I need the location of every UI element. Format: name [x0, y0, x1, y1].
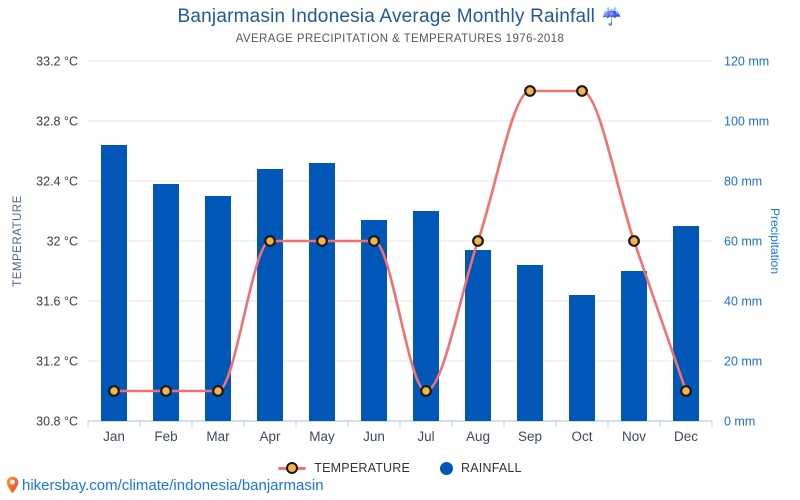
x-axis-label-Dec: Dec — [674, 429, 698, 444]
x-axis-label-Jul: Jul — [417, 429, 434, 444]
chart-legend: TEMPERATURE RAINFALL — [0, 457, 800, 479]
x-axis-label-Mar: Mar — [206, 429, 230, 444]
temperature-point-Oct[interactable] — [576, 85, 588, 97]
x-axis-label-Feb: Feb — [154, 429, 177, 444]
location-pin-icon — [6, 476, 19, 494]
temperature-point-Feb[interactable] — [160, 385, 172, 397]
temperature-point-Jun[interactable] — [368, 235, 380, 247]
left-axis-tick-label: 30.8 °C — [36, 415, 78, 429]
page-title: Banjarmasin Indonesia Average Monthly Ra… — [0, 6, 800, 28]
temperature-point-May[interactable] — [316, 235, 328, 247]
chart-title-text: Banjarmasin Indonesia Average Monthly Ra… — [177, 6, 596, 27]
x-axis-label-Aug: Aug — [466, 429, 490, 444]
rainfall-bar-May[interactable] — [309, 163, 335, 421]
temperature-legend-marker-icon — [278, 461, 307, 475]
right-axis-tick-label: 100 mm — [724, 115, 769, 129]
left-axis-tick-label: 32.8 °C — [36, 115, 78, 129]
x-axis-label-Nov: Nov — [622, 429, 646, 444]
combo-chart: 33.2 °C 32.8 °C 32.4 °C 32 °C 31.6 °C 31.2 °C… — [12, 55, 782, 445]
x-axis-label-Jun: Jun — [363, 429, 385, 444]
rainfall-bar-Sep[interactable] — [517, 265, 543, 421]
left-axis-tick-label: 31.6 °C — [36, 295, 78, 309]
x-axis-label-Apr: Apr — [259, 429, 281, 444]
rainfall-bar-Nov[interactable] — [621, 271, 647, 421]
temperature-point-Jul[interactable] — [420, 385, 432, 397]
temperature-point-Sep[interactable] — [524, 85, 536, 97]
right-axis-tick-label: 40 mm — [724, 295, 762, 309]
rainfall-bar-Apr[interactable] — [257, 169, 283, 421]
temperature-point-Aug[interactable] — [472, 235, 484, 247]
temperature-point-Mar[interactable] — [212, 385, 224, 397]
temperature-point-Nov[interactable] — [628, 235, 640, 247]
rainfall-legend-marker-icon — [440, 461, 454, 475]
legend-temperature-label: TEMPERATURE — [314, 461, 411, 475]
chart-canvas: 33.2 °C 32.8 °C 32.4 °C 32 °C 31.6 °C 31.2 °C… — [12, 55, 782, 445]
x-axis-label-May: May — [309, 429, 335, 444]
right-axis-tick-label: 120 mm — [724, 55, 769, 69]
source-link[interactable]: hikersbay.com/climate/indonesia/banjarma… — [22, 476, 324, 494]
rainfall-bar-Oct[interactable] — [569, 295, 595, 421]
chart-subtitle: AVERAGE PRECIPITATION & TEMPERATURES 197… — [235, 33, 565, 45]
source-link-row: hikersbay.com/climate/indonesia/banjarma… — [6, 476, 324, 494]
left-axis-tick-label: 32.4 °C — [36, 175, 78, 189]
umbrella-rain-icon: ☔ — [601, 7, 623, 26]
left-axis-tick-label: 32 °C — [47, 235, 78, 249]
left-axis-title: TEMPERATURE — [12, 195, 24, 287]
rainfall-bar-Jan[interactable] — [101, 145, 127, 421]
rainfall-bar-Mar[interactable] — [205, 196, 231, 421]
legend-rainfall-label: RAINFALL — [461, 461, 522, 475]
left-axis-tick-label: 33.2 °C — [36, 55, 78, 69]
right-axis-title: Precipitation — [768, 208, 782, 274]
right-axis-tick-label: 60 mm — [724, 235, 762, 249]
x-axis-label-Jan: Jan — [103, 429, 125, 444]
x-axis-label-Oct: Oct — [571, 429, 592, 444]
temperature-point-Dec[interactable] — [680, 385, 692, 397]
temperature-point-Apr[interactable] — [264, 235, 276, 247]
legend-item-rainfall: RAINFALL — [440, 461, 522, 475]
x-axis-label-Sep: Sep — [518, 429, 542, 444]
rainfall-bar-Aug[interactable] — [465, 250, 491, 421]
right-axis-tick-label: 20 mm — [724, 355, 762, 369]
left-axis-tick-label: 31.2 °C — [36, 355, 78, 369]
right-axis-tick-label: 0 mm — [724, 415, 755, 429]
right-axis-tick-label: 80 mm — [724, 175, 762, 189]
rainfall-bar-Feb[interactable] — [153, 184, 179, 421]
temperature-point-Jan[interactable] — [108, 385, 120, 397]
legend-item-temperature: TEMPERATURE — [278, 461, 410, 475]
